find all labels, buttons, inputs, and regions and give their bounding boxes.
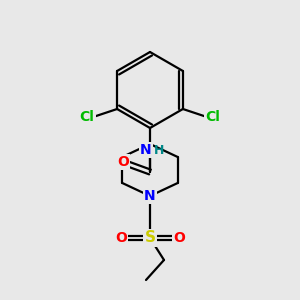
Text: S: S [145, 230, 155, 245]
Text: Cl: Cl [80, 110, 94, 124]
Text: H: H [154, 145, 164, 158]
Text: N: N [140, 143, 152, 157]
Text: O: O [117, 155, 129, 169]
Text: Cl: Cl [206, 110, 220, 124]
Text: N: N [144, 189, 156, 203]
Text: O: O [115, 231, 127, 245]
Text: O: O [173, 231, 185, 245]
